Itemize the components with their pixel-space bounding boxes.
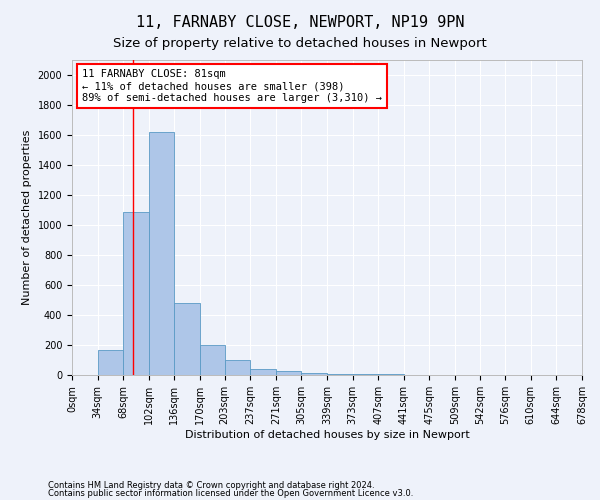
Bar bbox=[149, 132, 175, 375]
Text: Contains public sector information licensed under the Open Government Licence v3: Contains public sector information licen… bbox=[48, 489, 413, 498]
Bar bbox=[123, 212, 149, 375]
Bar bbox=[353, 374, 378, 375]
Text: 11, FARNABY CLOSE, NEWPORT, NP19 9PN: 11, FARNABY CLOSE, NEWPORT, NP19 9PN bbox=[136, 15, 464, 30]
Text: Contains HM Land Registry data © Crown copyright and database right 2024.: Contains HM Land Registry data © Crown c… bbox=[48, 480, 374, 490]
Bar bbox=[250, 369, 276, 375]
Bar bbox=[276, 371, 301, 375]
Text: Size of property relative to detached houses in Newport: Size of property relative to detached ho… bbox=[113, 38, 487, 51]
Bar bbox=[98, 350, 123, 375]
Bar bbox=[301, 373, 327, 375]
Bar bbox=[175, 303, 200, 375]
Text: 11 FARNABY CLOSE: 81sqm
← 11% of detached houses are smaller (398)
89% of semi-d: 11 FARNABY CLOSE: 81sqm ← 11% of detache… bbox=[82, 70, 382, 102]
Bar bbox=[224, 360, 250, 375]
Bar bbox=[327, 374, 353, 375]
Bar bbox=[378, 374, 404, 375]
Y-axis label: Number of detached properties: Number of detached properties bbox=[22, 130, 32, 305]
Bar bbox=[200, 345, 226, 375]
X-axis label: Distribution of detached houses by size in Newport: Distribution of detached houses by size … bbox=[185, 430, 469, 440]
